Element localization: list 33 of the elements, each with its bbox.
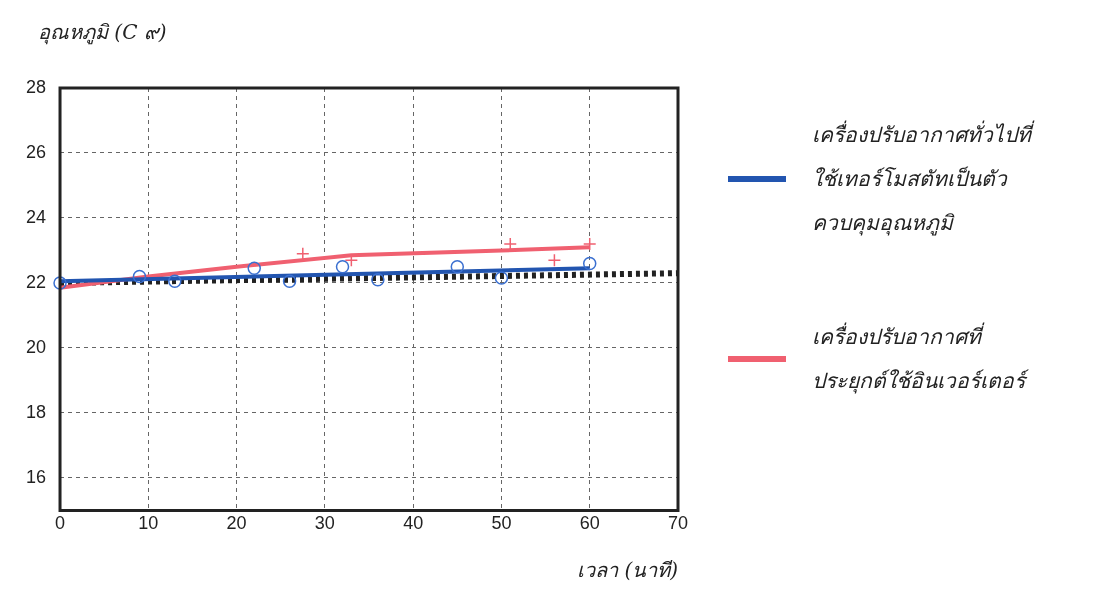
y-tick-label: 18 xyxy=(25,401,47,422)
x-tick-label: 0 xyxy=(55,513,66,534)
y-tick-label: 24 xyxy=(25,206,47,227)
point xyxy=(582,237,597,251)
point xyxy=(282,274,297,289)
point xyxy=(503,237,518,251)
point xyxy=(547,253,562,267)
y-tick-label: 20 xyxy=(25,336,47,357)
point xyxy=(53,276,67,290)
point xyxy=(494,271,509,285)
point xyxy=(582,256,597,271)
legend-label: เครื่องปรับอากาศที่ประยุกต์ใช้อินเวอร์เตอร์ xyxy=(812,321,1030,396)
x-tick-label: 10 xyxy=(138,513,159,534)
x-tick-label: 30 xyxy=(314,513,335,534)
y-tick-label: 28 xyxy=(25,76,47,97)
x-tick-label: 60 xyxy=(579,513,600,534)
point xyxy=(132,269,147,284)
point xyxy=(247,261,261,276)
x-tick-label: 50 xyxy=(491,513,512,534)
point xyxy=(168,274,182,289)
point xyxy=(296,246,310,261)
y-tick-label: 16 xyxy=(25,466,47,487)
y-axis-title: อุณหภูมิ (C ๙) xyxy=(38,19,167,47)
y-tick-label: 26 xyxy=(25,141,47,162)
point xyxy=(371,272,385,287)
point xyxy=(450,259,465,274)
point xyxy=(335,259,350,274)
legend-label: เครื่องปรับอากาศทั่วไปที่ใช้เทอร์โมสตัทเป็นตัวควบคุมอุณหภูมิ xyxy=(812,119,1036,238)
x-tick-label: 40 xyxy=(403,513,424,534)
x-axis-title: เวลา (นาที) xyxy=(577,558,678,583)
x-tick-label: 20 xyxy=(226,513,247,534)
y-tick-label: 22 xyxy=(25,271,47,292)
x-tick-label: 70 xyxy=(667,513,689,534)
